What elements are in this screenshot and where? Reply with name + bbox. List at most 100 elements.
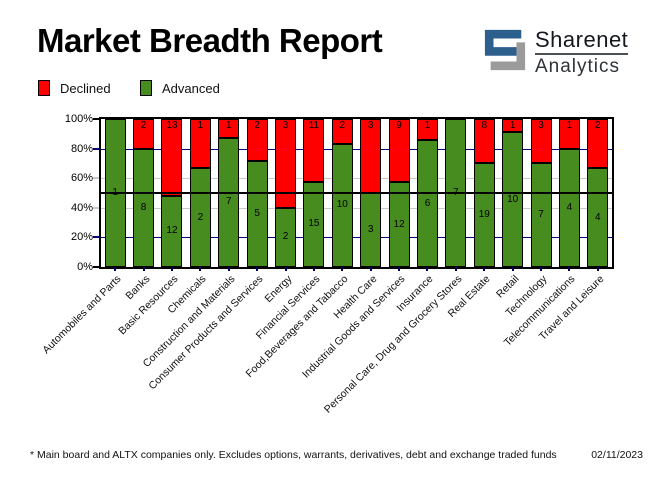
advanced-value-label: 15	[308, 218, 320, 230]
x-tick-mark	[312, 267, 315, 271]
declined-value-label: 1	[566, 120, 573, 131]
legend-swatch-advanced	[140, 80, 152, 96]
y-tick-mark	[93, 206, 99, 209]
bar-segment-advanced	[388, 182, 410, 267]
legend-item-advanced: Advanced	[140, 80, 220, 96]
x-tick-mark	[426, 267, 429, 271]
declined-value-label: 1	[225, 120, 232, 131]
bar-segment-advanced	[502, 132, 524, 267]
y-tick-label: 100%	[64, 113, 93, 125]
legend-swatch-declined	[38, 80, 50, 96]
bar-segment-declined	[275, 119, 297, 208]
bar-real-estate: 8 19	[473, 119, 495, 267]
declined-value-label: 3	[538, 120, 544, 131]
y-tick-label: 0%	[77, 261, 93, 273]
sharenet-logo: Sharenet Analytics	[483, 27, 629, 79]
x-tick-mark	[170, 267, 173, 271]
legend-label: Declined	[60, 80, 111, 96]
bar-segment-declined	[246, 119, 268, 162]
advanced-value-label: 12	[393, 218, 405, 230]
report-date: 02/11/2023	[591, 449, 643, 461]
advanced-value-label: 2	[197, 211, 204, 223]
advanced-value-label: 7	[225, 196, 232, 208]
advanced-value-label: 8	[140, 201, 147, 213]
bar-basic-resources: 13 12	[161, 119, 183, 267]
gridline-20	[101, 237, 612, 239]
bar-retail: 1 10	[502, 119, 524, 267]
gridline-40	[101, 207, 612, 209]
bar-segment-advanced	[473, 162, 495, 267]
declined-value-label: 2	[254, 120, 260, 131]
bar-segment-declined	[189, 119, 211, 169]
advanced-value-label: 4	[566, 201, 573, 213]
advanced-value-label: 12	[166, 225, 178, 237]
bar-segment-declined	[218, 119, 240, 138]
bar-segment-advanced	[133, 148, 155, 267]
x-tick-mark	[284, 267, 287, 271]
declined-value-label: 2	[339, 120, 346, 131]
logo-name: Sharenet	[535, 27, 629, 56]
fifty-percent-line	[101, 192, 612, 194]
y-tick-label: 20%	[70, 231, 93, 244]
bar-segment-declined	[331, 119, 353, 144]
bar-food-beverages-and-tabacco: 2 10	[331, 119, 353, 267]
bar-segment-advanced	[218, 137, 240, 267]
y-tick-mark	[93, 177, 99, 180]
bar-segment-declined	[303, 119, 325, 182]
declined-value-label: 2	[595, 120, 601, 131]
bar-segment-declined	[502, 119, 524, 133]
bar-segment-declined	[388, 119, 410, 183]
bar-segment-advanced	[161, 195, 183, 267]
gridline-60	[101, 178, 612, 180]
advanced-value-label: 5	[254, 208, 260, 220]
y-tick-mark	[93, 147, 99, 150]
advanced-value-label: 10	[507, 193, 519, 205]
x-tick-mark	[398, 267, 401, 271]
legend-item-declined: Declined	[38, 80, 111, 96]
bar-segment-advanced	[303, 181, 325, 267]
declined-value-label: 2	[140, 120, 147, 131]
bar-segment-advanced	[530, 163, 552, 267]
bar-segment-declined	[161, 119, 183, 196]
bar-segment-advanced	[558, 148, 580, 267]
declined-value-label: 13	[166, 120, 178, 131]
legend-label: Advanced	[162, 80, 220, 96]
declined-value-label: 1	[509, 120, 516, 131]
declined-value-label: 9	[396, 120, 402, 131]
bar-segment-declined	[587, 119, 609, 169]
bar-segment-advanced	[331, 143, 353, 267]
advanced-value-label: 6	[424, 197, 431, 209]
x-tick-mark	[369, 267, 372, 271]
advanced-value-label: 4	[595, 211, 601, 223]
x-tick-mark	[511, 267, 514, 271]
plot-area: 1281312121725321115210339121678191103714…	[99, 117, 614, 269]
bar-segment-declined	[416, 119, 438, 141]
bar-segment-declined	[530, 119, 552, 164]
bar-segment-declined	[558, 119, 580, 149]
declined-value-label: 8	[481, 120, 488, 131]
y-tick-mark	[93, 266, 99, 268]
y-tick-label: 40%	[70, 201, 93, 214]
x-tick-mark	[142, 267, 145, 271]
footnote: * Main board and ALTX companies only. Ex…	[30, 449, 557, 461]
gridline-80	[101, 148, 612, 150]
bar-financial-services: 11 15	[303, 119, 325, 267]
x-tick-mark	[568, 267, 571, 271]
y-tick-mark	[93, 236, 99, 239]
advanced-value-label: 2	[282, 231, 289, 243]
y-tick-label: 60%	[70, 172, 93, 185]
advanced-value-label: 10	[336, 199, 348, 211]
bar-segment-advanced	[416, 140, 438, 267]
x-tick-mark	[341, 267, 344, 271]
bar-segment-advanced	[275, 207, 297, 267]
x-tick-mark	[483, 267, 486, 271]
bar-industrial-goods-and-services: 9 12	[388, 119, 410, 267]
x-tick-mark	[227, 267, 230, 271]
